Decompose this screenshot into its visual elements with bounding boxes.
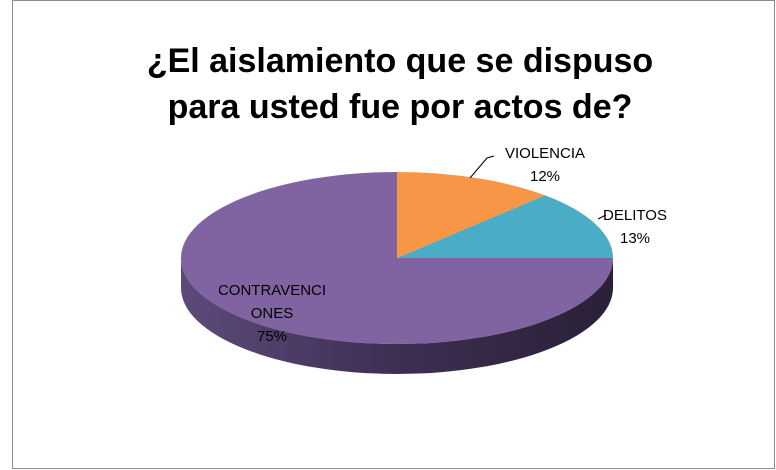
- slice: [397, 172, 545, 258]
- data-label: VIOLENCIA 12%: [485, 142, 605, 188]
- label-value: 13%: [619, 230, 651, 247]
- slice-side: [181, 258, 613, 374]
- label-name: VIOLENCIA: [504, 145, 586, 162]
- data-label: DELITOS 13%: [580, 204, 690, 250]
- slice: [397, 195, 613, 258]
- label-value: 75%: [256, 328, 288, 345]
- data-label: CONTRAVENCIONES 75%: [215, 279, 329, 348]
- label-name: DELITOS: [603, 207, 667, 224]
- slice: [181, 172, 613, 344]
- leader-line: [469, 155, 495, 179]
- chart-title: ¿El aislamiento que se dispuso para uste…: [146, 42, 654, 126]
- label-name: CONTRAVENCIONES: [217, 282, 327, 322]
- leader-line: [597, 214, 607, 220]
- label-value: 12%: [529, 168, 561, 185]
